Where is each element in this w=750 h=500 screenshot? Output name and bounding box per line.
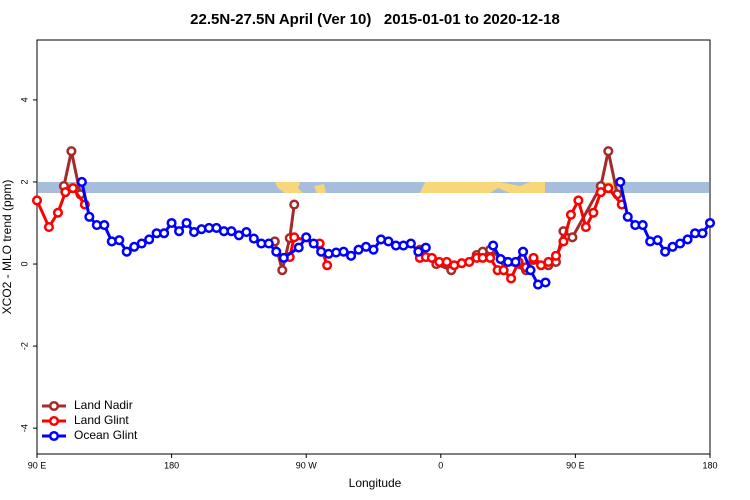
- legend-label: Ocean Glint: [74, 428, 138, 442]
- data-point: [543, 256, 554, 268]
- x-tick-label: 180: [702, 460, 717, 470]
- data-point: [114, 235, 125, 246]
- data-point: [144, 234, 155, 245]
- data-point: [510, 256, 521, 268]
- data-point: [181, 217, 192, 229]
- data-point: [573, 195, 584, 206]
- data-point: [67, 183, 78, 194]
- land-band: [314, 184, 326, 193]
- y-tick-label: -4: [19, 424, 29, 432]
- data-point: [226, 226, 237, 237]
- legend-marker: [48, 400, 60, 412]
- data-point: [525, 265, 536, 276]
- data-point: [567, 232, 578, 243]
- data-point: [506, 273, 517, 284]
- data-point: [278, 252, 289, 263]
- data-point: [383, 236, 394, 247]
- data-point: [622, 211, 633, 222]
- data-point: [682, 234, 693, 245]
- data-point: [174, 226, 185, 237]
- data-point: [248, 233, 259, 244]
- data-point: [322, 260, 333, 271]
- x-tick-label: 0: [438, 460, 443, 470]
- y-tick-label: 0: [19, 262, 29, 267]
- data-point: [121, 246, 132, 257]
- x-tick-label: 90 E: [566, 460, 585, 470]
- data-point: [338, 246, 349, 257]
- data-point: [277, 265, 288, 276]
- data-point: [464, 256, 475, 268]
- legend-label: Land Nadir: [74, 398, 133, 412]
- legend-marker: [48, 430, 60, 442]
- data-point: [488, 240, 499, 251]
- data-point: [271, 246, 282, 257]
- data-point: [595, 187, 606, 198]
- legend-marker: [48, 415, 60, 427]
- data-point: [76, 176, 87, 188]
- data-point: [675, 238, 686, 249]
- data-point: [413, 246, 424, 257]
- data-point: [289, 232, 300, 243]
- data-point: [289, 199, 300, 210]
- data-point: [346, 250, 357, 261]
- land-band: [275, 182, 303, 193]
- data-point: [52, 207, 63, 218]
- data-point: [588, 207, 599, 218]
- data-point: [99, 219, 110, 231]
- data-point: [166, 217, 177, 229]
- ocean-band: [38, 182, 709, 193]
- data-point: [550, 250, 562, 261]
- y-tick-label: -2: [19, 342, 29, 350]
- data-point: [615, 176, 626, 188]
- legend-label: Land Glint: [74, 413, 129, 427]
- y-tick-label: 4: [19, 97, 29, 102]
- x-tick-label: 90 W: [296, 460, 318, 470]
- data-point: [426, 252, 437, 263]
- y-tick-label: 2: [19, 179, 29, 184]
- data-point: [528, 252, 539, 263]
- data-point: [697, 228, 708, 239]
- data-point: [263, 238, 274, 249]
- data-point: [405, 238, 416, 249]
- data-point: [368, 244, 379, 255]
- data-point: [518, 246, 529, 257]
- data-point: [580, 222, 591, 233]
- data-point: [498, 265, 509, 276]
- data-point: [293, 242, 304, 253]
- data-point: [136, 238, 147, 249]
- data-point: [485, 252, 496, 263]
- data-point: [660, 246, 671, 257]
- data-point: [308, 238, 319, 249]
- data-point: [420, 242, 431, 253]
- data-point: [565, 209, 576, 220]
- data-point: [637, 219, 648, 231]
- x-tick-label: 90 E: [28, 460, 47, 470]
- chart-title: 22.5N-27.5N April (Ver 10) 2015-01-01 to…: [190, 11, 560, 28]
- data-point: [704, 217, 716, 229]
- data-point: [301, 232, 312, 243]
- data-point: [603, 183, 614, 194]
- data-point: [603, 146, 614, 157]
- data-point: [540, 277, 551, 288]
- x-tick-label: 180: [164, 460, 179, 470]
- x-axis-label: Longitude: [349, 476, 402, 490]
- data-point: [241, 226, 252, 238]
- plot-frame: [36, 39, 711, 455]
- data-point: [31, 195, 43, 206]
- data-point: [558, 236, 569, 247]
- data-point: [60, 187, 71, 198]
- y-axis-label: XCO2 - MLO trend (ppm): [0, 180, 14, 315]
- data-point: [43, 222, 55, 233]
- data-point: [652, 235, 663, 246]
- data-point: [84, 211, 95, 222]
- data-point: [66, 146, 77, 157]
- data-point: [159, 228, 170, 239]
- land-band: [420, 182, 545, 193]
